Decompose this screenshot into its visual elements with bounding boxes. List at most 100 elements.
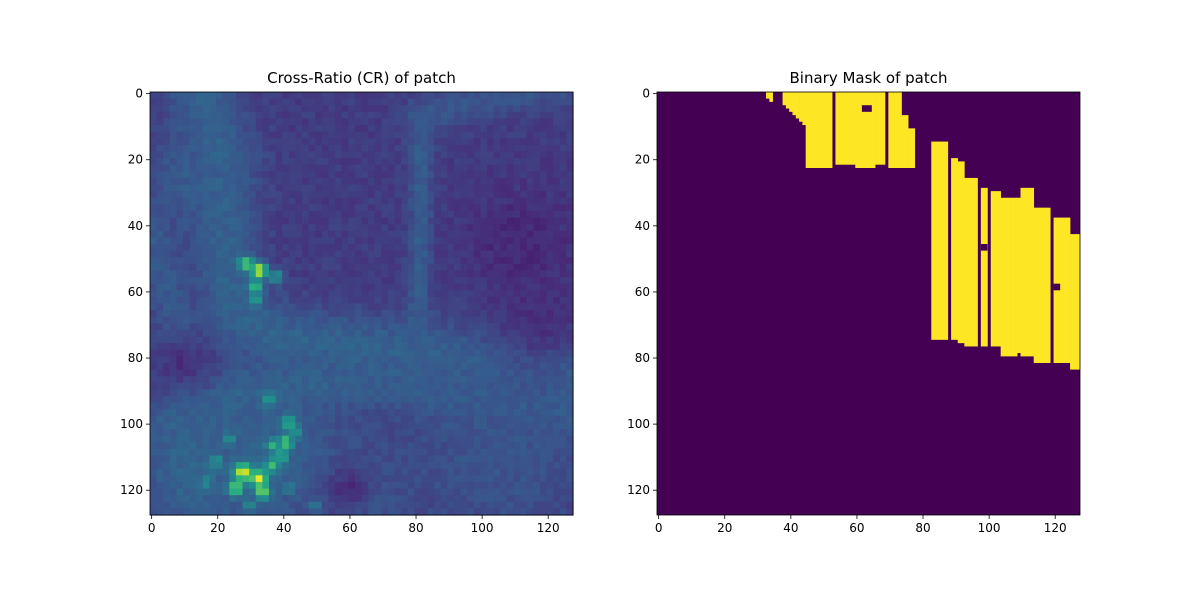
cr-heatmap-cell — [500, 303, 508, 311]
cr-heatmap-cell — [249, 462, 257, 470]
cr-heatmap-cell — [387, 191, 396, 199]
cr-heatmap-cell — [480, 382, 488, 391]
cr-heatmap-cell — [282, 468, 290, 476]
cr-heatmap-cell — [335, 125, 343, 133]
cr-heatmap-cell — [222, 409, 230, 417]
cr-heatmap-cell — [387, 323, 396, 331]
cr-heatmap-cell — [447, 191, 455, 199]
cr-heatmap-cell — [513, 323, 521, 331]
cr-heatmap-cell — [268, 263, 277, 272]
cr-heatmap-cell — [500, 448, 508, 457]
cr-heatmap-cell — [460, 92, 468, 100]
cr-heatmap-cell — [183, 105, 191, 113]
cr-heatmap-cell — [176, 362, 184, 371]
cr-heatmap-cell — [348, 435, 356, 443]
cr-heatmap-cell — [401, 429, 409, 437]
cr-heatmap-cell — [374, 409, 382, 417]
cr-heatmap-cell — [268, 144, 277, 153]
cr-heatmap-cell — [493, 230, 501, 239]
cr-heatmap-cell — [229, 277, 237, 285]
cr-heatmap-cell — [506, 435, 515, 443]
cr-heatmap-cell — [321, 158, 330, 166]
cr-heatmap-cell — [242, 329, 250, 338]
cr-heatmap-cell — [440, 125, 449, 133]
cr-heatmap-cell — [427, 98, 435, 106]
cr-heatmap-cell — [539, 177, 548, 186]
cr-heatmap-cell — [341, 455, 349, 463]
cr-heatmap-cell — [222, 362, 230, 371]
cr-heatmap-cell — [302, 277, 310, 285]
cr-heatmap-cell — [176, 98, 184, 106]
cr-heatmap-cell — [335, 184, 343, 192]
cr-heatmap-cell — [447, 257, 455, 265]
cr-heatmap-cell — [262, 389, 270, 397]
cr-heatmap-cell — [460, 296, 468, 305]
cr-heatmap-cell — [361, 349, 369, 357]
cr-heatmap-cell — [275, 336, 283, 344]
cr-heatmap-cell — [354, 409, 363, 417]
cr-heatmap-cell — [268, 283, 277, 291]
cr-heatmap-cell — [467, 356, 475, 364]
cr-heatmap-cell — [169, 389, 178, 397]
cr-heatmap-cell — [427, 118, 435, 126]
cr-heatmap-cell — [183, 204, 191, 212]
cr-heatmap-cell — [156, 171, 164, 179]
cr-heatmap-cell — [202, 508, 211, 516]
x-tick-label: 60 — [342, 521, 357, 535]
cr-heatmap-cell — [566, 356, 574, 364]
cr-heatmap-cell — [381, 323, 389, 331]
cr-heatmap-cell — [348, 138, 356, 146]
cr-heatmap-cell — [176, 310, 184, 318]
x-tick-label: 120 — [1044, 521, 1067, 535]
cr-heatmap-cell — [348, 111, 356, 120]
cr-heatmap-cell — [454, 422, 462, 430]
cr-heatmap-cell — [401, 224, 409, 232]
cr-heatmap-cell — [520, 197, 528, 205]
cr-heatmap-cell — [520, 488, 528, 496]
cr-heatmap-cell — [387, 409, 396, 417]
cr-heatmap-cell — [361, 224, 369, 232]
cr-heatmap-cell — [361, 448, 369, 457]
cr-heatmap-cell — [361, 171, 369, 179]
cr-heatmap-cell — [520, 468, 528, 476]
cr-heatmap-cell — [467, 98, 475, 106]
cr-heatmap-cell — [427, 105, 435, 113]
cr-heatmap-cell — [447, 422, 455, 430]
cr-heatmap-cell — [282, 323, 290, 331]
cr-heatmap-cell — [189, 415, 197, 424]
cr-heatmap-cell — [255, 389, 263, 397]
cr-heatmap-cell — [335, 177, 343, 186]
cr-heatmap-cell — [546, 448, 554, 457]
cr-heatmap-cell — [487, 435, 495, 443]
cr-heatmap-cell — [460, 501, 468, 509]
cr-heatmap-cell — [354, 501, 363, 509]
cr-heatmap-cell — [487, 237, 495, 245]
cr-heatmap-cell — [282, 409, 290, 417]
cr-heatmap-cell — [282, 224, 290, 232]
cr-heatmap-cell — [368, 204, 376, 212]
cr-heatmap-cell — [229, 290, 237, 298]
cr-heatmap-cell — [381, 362, 389, 371]
cr-heatmap-cell — [315, 329, 323, 338]
cr-heatmap-cell — [295, 277, 303, 285]
cr-heatmap-cell — [473, 409, 482, 417]
cr-heatmap-cell — [302, 144, 310, 153]
cr-heatmap-cell — [387, 501, 396, 509]
cr-heatmap-cell — [302, 138, 310, 146]
cr-heatmap-cell — [401, 184, 409, 192]
cr-heatmap-cell — [202, 316, 211, 324]
cr-heatmap-cell — [374, 462, 382, 470]
cr-heatmap-cell — [249, 131, 257, 139]
cr-heatmap-cell — [420, 508, 429, 516]
cr-heatmap-cell — [216, 448, 224, 457]
cr-heatmap-cell — [559, 501, 567, 509]
cr-heatmap-cell — [295, 144, 303, 153]
cr-heatmap-cell — [295, 270, 303, 278]
cr-heatmap-cell — [163, 158, 171, 166]
cr-heatmap-cell — [255, 151, 263, 159]
cr-heatmap-cell — [420, 237, 429, 245]
cr-heatmap-cell — [156, 250, 164, 258]
cr-heatmap-cell — [196, 369, 204, 377]
cr-heatmap-cell — [321, 501, 330, 509]
cr-heatmap-cell — [539, 184, 548, 192]
